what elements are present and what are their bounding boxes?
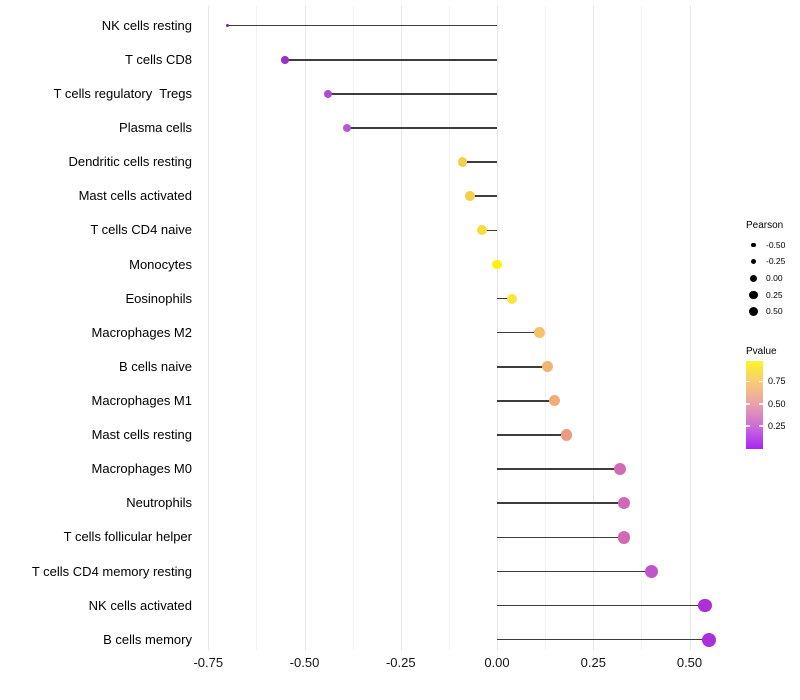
lollipop-stem	[497, 434, 567, 436]
x-axis-tick-label: 0.50	[676, 655, 703, 670]
category-label: Macrophages M1	[91, 392, 192, 408]
lollipop-stem	[497, 400, 555, 402]
x-axis-tick-label: -0.50	[289, 655, 320, 670]
lollipop-stem	[497, 297, 513, 300]
x-axis-tick-label: -0.75	[193, 655, 224, 670]
legend-size-label: 0.25	[766, 289, 783, 300]
lollipop-stem	[327, 93, 497, 95]
gridline-major	[497, 6, 498, 650]
gridline-minor	[256, 6, 258, 650]
x-axis-tick-label: 0.25	[580, 655, 606, 670]
data-point-dot	[534, 327, 545, 338]
data-point-dot	[476, 225, 487, 236]
data-point-dot	[617, 496, 631, 510]
colorbar-tick	[746, 380, 750, 382]
lollipop-stem	[497, 366, 547, 368]
gridline-minor	[352, 6, 354, 650]
colorbar-tick	[759, 380, 763, 382]
pvalue-gradient-bar	[746, 361, 763, 449]
lollipop-stem	[470, 195, 497, 197]
gridline-major	[400, 6, 402, 650]
lollipop-stem	[497, 604, 705, 607]
category-label: Neutrophils	[126, 495, 192, 511]
colorbar-tick	[746, 425, 750, 427]
lollipop-stem	[497, 468, 621, 470]
data-point-dot	[342, 123, 352, 133]
lollipop-stem	[497, 638, 709, 641]
gridline-minor	[641, 6, 643, 650]
category-label: Monocytes	[129, 256, 192, 272]
lollipop-stem	[481, 229, 497, 232]
x-axis-tick-label: 0.00	[484, 655, 510, 670]
colorbar-label: 0.50	[768, 398, 786, 409]
gridline-major	[208, 6, 210, 650]
pvalue-legend-title: Pvalue	[746, 346, 777, 357]
data-point-dot	[492, 259, 502, 270]
category-label: B cells memory	[103, 631, 192, 647]
data-point-dot	[560, 429, 572, 441]
data-point-dot	[465, 191, 475, 202]
category-label: NK cells resting	[101, 17, 192, 33]
lollipop-stem	[497, 570, 651, 573]
data-point-dot	[457, 157, 468, 167]
colorbar-tick	[759, 425, 763, 427]
lollipop-stem	[462, 161, 497, 163]
category-label: B cells naive	[119, 358, 192, 374]
gridline-major	[593, 6, 595, 650]
lollipop-stem	[497, 502, 624, 504]
data-point-dot	[541, 361, 553, 373]
data-point-dot	[617, 531, 631, 544]
legend-size-label: -0.25	[766, 256, 786, 267]
pearson-legend-title: Pearson	[746, 220, 784, 231]
colorbar-label: 0.25	[768, 420, 786, 431]
gridline-minor	[448, 6, 450, 650]
gridline-major	[689, 6, 691, 650]
gridline-major	[304, 6, 306, 650]
data-point-dot	[323, 89, 332, 98]
lollipop-stem	[346, 127, 497, 129]
legend-size-dot	[748, 307, 759, 317]
data-point-dot	[698, 598, 712, 613]
lollipop-stem	[285, 59, 498, 61]
data-point-dot	[614, 462, 627, 476]
category-label: T cells CD4 naive	[90, 222, 192, 238]
category-label: T cells follicular helper	[63, 529, 192, 545]
x-axis-tick-label: -0.25	[385, 655, 416, 670]
category-label: Macrophages M0	[91, 461, 192, 477]
colorbar-tick	[759, 403, 763, 405]
lollipop-stem	[497, 536, 624, 539]
legend-size-label: 0.50	[766, 306, 783, 317]
category-label: Plasma cells	[119, 120, 192, 135]
data-point-dot	[507, 293, 518, 304]
data-point-dot	[644, 565, 658, 578]
legend-size-dot	[750, 258, 757, 265]
category-label: T cells regulatory Tregs	[53, 85, 192, 101]
gridline-minor	[545, 6, 547, 650]
legend-size-label: -0.50	[766, 239, 786, 250]
category-label: Mast cells activated	[78, 188, 192, 204]
legend-size-dot	[749, 291, 758, 300]
category-label: T cells CD4 memory resting	[31, 563, 192, 579]
colorbar-label: 0.75	[768, 375, 786, 386]
category-label: Macrophages M2	[91, 324, 192, 340]
category-label: Mast cells resting	[91, 427, 192, 442]
category-label: Eosinophils	[125, 290, 193, 306]
colorbar-tick	[746, 403, 750, 405]
data-point-dot	[281, 56, 289, 64]
lollipop-stem	[227, 24, 497, 27]
legend-size-dot	[751, 242, 756, 248]
legend-size-dot	[750, 274, 757, 282]
lollipop-stem	[497, 331, 540, 334]
data-point-dot	[549, 395, 561, 407]
data-point-dot	[701, 632, 716, 647]
category-label: Dendritic cells resting	[68, 154, 192, 170]
category-label: NK cells activated	[88, 597, 192, 613]
legend-size-label: 0.00	[766, 272, 783, 283]
data-point-dot	[225, 23, 230, 28]
category-label: T cells CD8	[125, 51, 192, 67]
